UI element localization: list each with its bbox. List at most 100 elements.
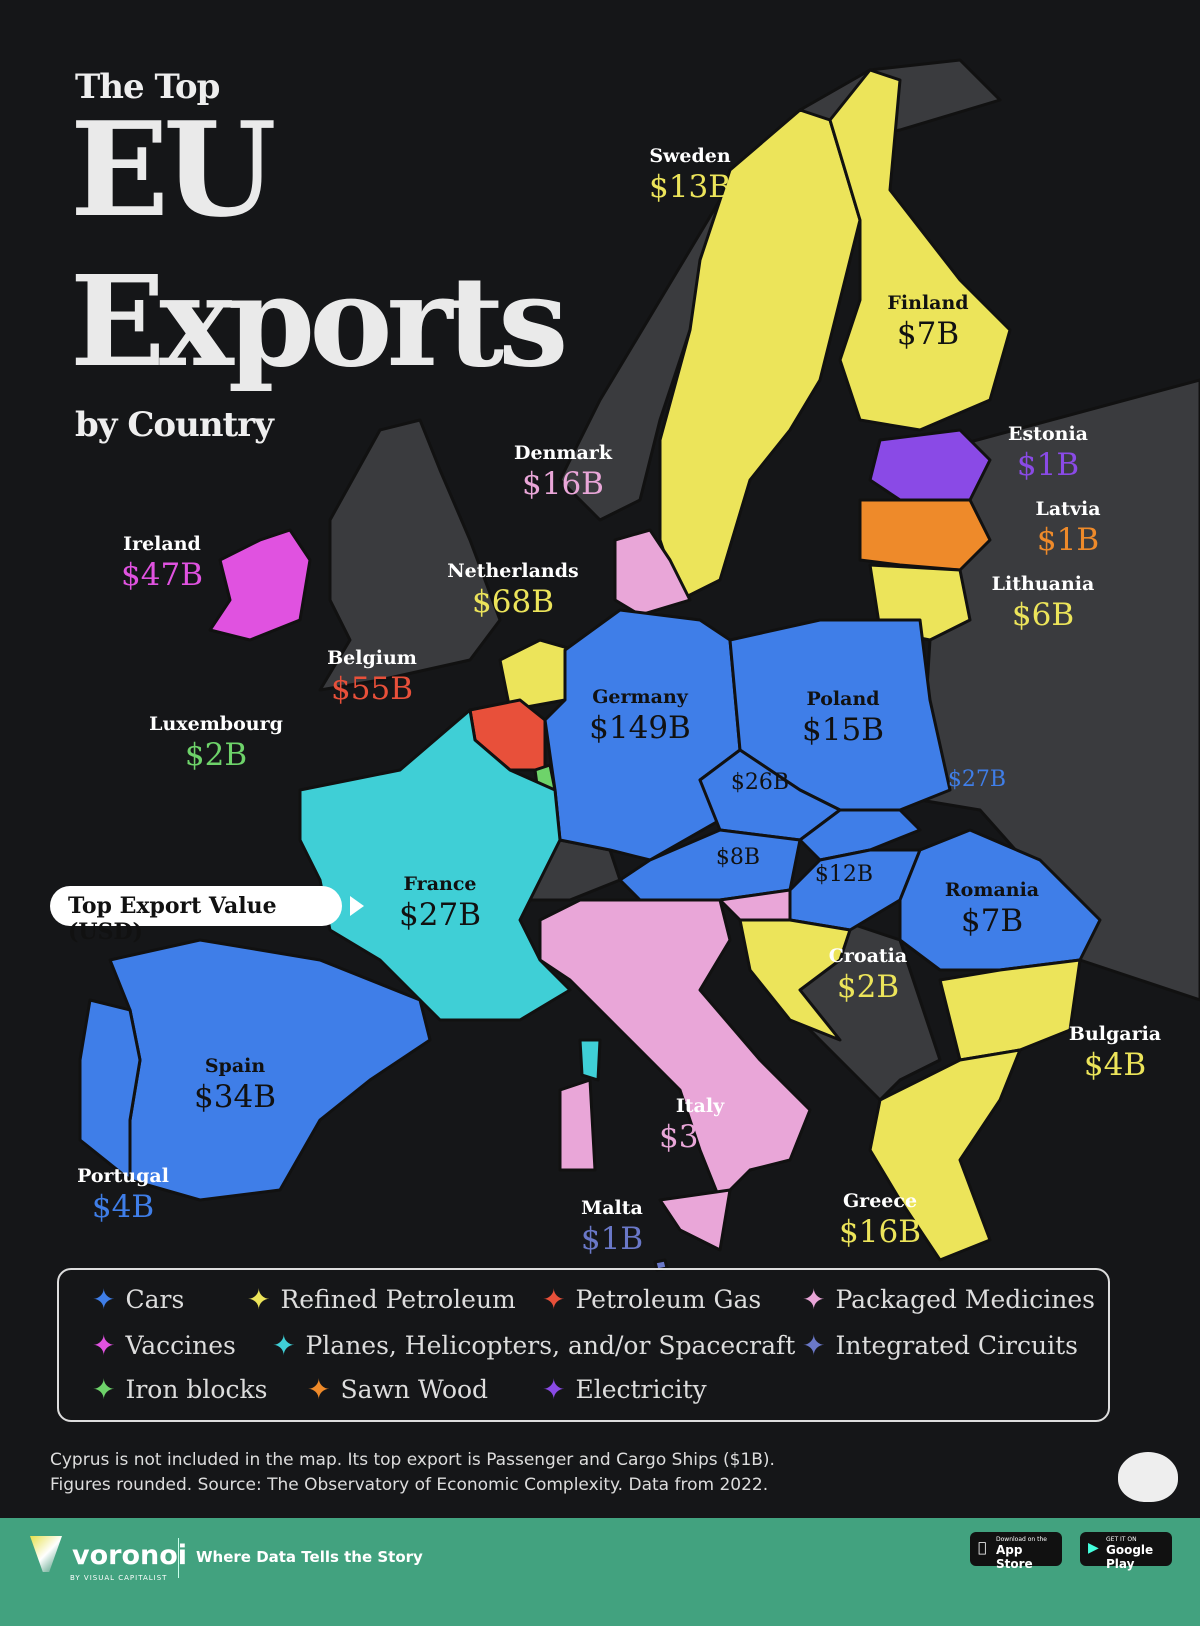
google-play-icon: ▶ xyxy=(1088,1540,1099,1556)
country-name: France xyxy=(403,873,477,895)
star-icon: ✦ xyxy=(272,1328,296,1362)
country-name: Germany xyxy=(592,686,688,708)
country-name: Netherlands xyxy=(447,560,579,582)
star-icon: ✦ xyxy=(802,1282,826,1316)
note-cyprus: Cyprus is not included in the map. Its t… xyxy=(50,1450,775,1470)
legend-label: Cars xyxy=(125,1285,185,1314)
legend-item: ✦ Sawn Wood xyxy=(307,1375,488,1404)
country-value: $34B xyxy=(194,1079,276,1115)
country-value: $6B xyxy=(1011,597,1075,633)
label-sweden: Sweden $13B xyxy=(649,145,731,205)
country-value: $4B xyxy=(1083,1047,1147,1083)
land-uk xyxy=(318,418,502,692)
apple-icon:  xyxy=(978,1540,986,1556)
label-netherlands: Netherlands $68B xyxy=(447,560,578,620)
label-italy: Italy $34B xyxy=(659,1095,741,1155)
country-name: Italy xyxy=(675,1095,725,1117)
country-name: Finland xyxy=(887,292,969,314)
star-icon: ✦ xyxy=(92,1282,116,1316)
country-value: $27B xyxy=(947,767,1007,792)
country-value: $1B xyxy=(1036,522,1100,558)
label-luxembourg: Luxembourg $2B xyxy=(149,713,283,773)
country-value: $55B xyxy=(331,671,413,707)
country-value: $1B xyxy=(1016,447,1080,483)
label-slovakia: $27B xyxy=(948,765,1006,792)
legend: ✦ Cars ✦ Refined Petroleum ✦ Petroleum Gas ✦ Pa… xyxy=(57,1268,1110,1422)
title-line-1: The Top xyxy=(75,67,220,107)
brand-name: voronoi xyxy=(72,1540,188,1571)
star-icon: ✦ xyxy=(247,1282,271,1316)
label-spain: Spain $34B xyxy=(194,1055,276,1115)
country-name: Croatia xyxy=(828,945,908,967)
country-estonia xyxy=(868,428,992,502)
country-name: Portugal xyxy=(77,1165,169,1187)
footer-divider xyxy=(178,1538,179,1578)
title-line-4: by Country xyxy=(75,405,274,445)
country-name: Sweden xyxy=(649,145,731,167)
legend-item: ✦ Petroleum Gas xyxy=(542,1285,761,1314)
country-finland xyxy=(828,68,1012,432)
country-value: $4B xyxy=(91,1189,155,1225)
label-croatia: Croatia $2B xyxy=(829,945,907,1005)
country-slovenia xyxy=(718,888,792,922)
country-name: Latvia xyxy=(1035,498,1101,520)
star-icon: ✦ xyxy=(92,1328,116,1362)
label-czechia: $26B xyxy=(731,768,789,795)
europe-map xyxy=(78,58,1200,1272)
legend-item: ✦ Refined Petroleum xyxy=(247,1285,516,1314)
tagline: Where Data Tells the Story xyxy=(196,1548,423,1566)
footer: voronoi BY VISUAL CAPITALIST Where Data … xyxy=(0,1518,1200,1626)
label-portugal: Portugal $4B xyxy=(77,1165,169,1225)
country-value: $2B xyxy=(184,737,248,773)
country-name: Romania xyxy=(944,879,1040,901)
legend-item: ✦ Iron blocks xyxy=(92,1375,267,1404)
label-denmark: Denmark $16B xyxy=(514,442,612,502)
country-value: $26B xyxy=(730,770,790,795)
country-germany xyxy=(543,608,742,862)
legend-item: ✦ Electricity xyxy=(542,1375,707,1404)
country-value: $16B xyxy=(522,466,604,502)
visual-capitalist-logo-icon xyxy=(1118,1452,1178,1502)
country-croatia xyxy=(738,918,852,1042)
legend-label: Iron blocks xyxy=(125,1375,268,1404)
country-bulgaria xyxy=(938,958,1082,1062)
voronoi-logo-icon xyxy=(30,1536,62,1572)
legend-label: Electricity xyxy=(575,1375,707,1404)
country-value: $16B xyxy=(839,1214,921,1250)
label-ireland: Ireland $47B xyxy=(121,533,203,593)
country-name: Belgium xyxy=(327,647,417,669)
country-greece xyxy=(868,1048,1022,1262)
country-value: $15B xyxy=(802,712,884,748)
country-value: $8B xyxy=(715,845,761,870)
country-france xyxy=(298,708,572,1022)
country-sicily xyxy=(658,1188,732,1252)
legend-item: ✦ Integrated Circuits xyxy=(802,1331,1078,1360)
label-estonia: Estonia $1B xyxy=(1008,423,1088,483)
star-icon: ✦ xyxy=(307,1372,331,1406)
country-value: $34B xyxy=(659,1119,741,1155)
star-icon: ✦ xyxy=(542,1372,566,1406)
legend-label: Vaccines xyxy=(125,1331,236,1360)
google-play-button[interactable]: ▶ GET IT ON Google Play xyxy=(1080,1532,1172,1571)
legend-item: ✦ Packaged Medicines xyxy=(802,1285,1095,1314)
legend-label: Petroleum Gas xyxy=(575,1285,762,1314)
country-value: $7B xyxy=(896,316,960,352)
country-value: $27B xyxy=(399,897,481,933)
country-name: Lithuania xyxy=(991,573,1095,595)
country-value: $7B xyxy=(960,903,1024,939)
country-value: $2B xyxy=(836,969,900,1005)
google-play-label: Google Play xyxy=(1106,1543,1154,1571)
country-name: Denmark xyxy=(514,442,612,464)
country-ireland xyxy=(208,528,312,642)
label-lithuania: Lithuania $6B xyxy=(992,573,1095,633)
tag-arrow-icon xyxy=(350,896,364,916)
label-greece: Greece $16B xyxy=(839,1190,921,1250)
star-icon: ✦ xyxy=(92,1372,116,1406)
label-belgium: Belgium $55B xyxy=(327,647,417,707)
brand-sub: BY VISUAL CAPITALIST xyxy=(70,1574,168,1582)
app-store-label: App Store xyxy=(996,1543,1033,1571)
country-latvia xyxy=(858,498,992,572)
country-name: Greece xyxy=(842,1190,918,1212)
country-sardinia xyxy=(558,1078,597,1172)
